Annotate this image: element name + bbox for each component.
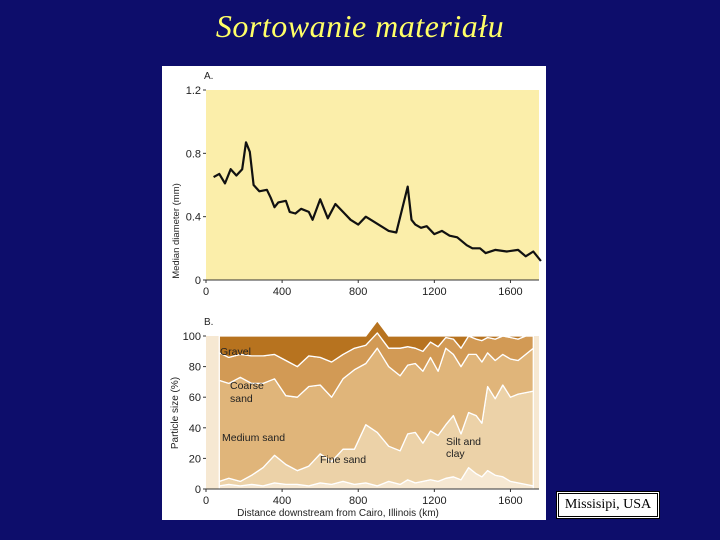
x-tick-label-a: 1200 <box>422 286 446 298</box>
x-tick-label-b: 1200 <box>422 495 446 507</box>
y-tick-label-a: 0 <box>195 275 201 287</box>
label-fine-sand: Fine sand <box>320 454 366 466</box>
chart-particle-size: B. 0 20 40 60 80 100 0 400 800 1200 1600 Distance… <box>170 317 539 519</box>
y-tick-label-b: 20 <box>189 453 201 465</box>
x-axis-label-b: Distance downstream from Cairo, Illinois… <box>237 508 439 519</box>
slide-title: Sortowanie materiału <box>215 8 505 44</box>
x-tick-label-a: 400 <box>273 286 291 298</box>
y-tick-label-a: 0.8 <box>186 148 201 160</box>
plot-area-a <box>206 90 539 280</box>
label-coarse-sand: sand <box>230 393 253 405</box>
y-tick-label-b: 60 <box>189 392 201 404</box>
figure-panel: A. 0 0.4 0.8 1.2 0 400 800 1200 1600 Median dia… <box>162 66 546 520</box>
x-tick-label-a: 800 <box>349 286 367 298</box>
y-axis-label-a: Median diameter (mm) <box>171 183 182 279</box>
y-tick-label-a: 1.2 <box>186 85 201 97</box>
label-medium-sand: Medium sand <box>222 432 285 444</box>
x-tick-label-b: 800 <box>349 495 367 507</box>
label-clay: clay <box>446 448 465 460</box>
x-tick-label-a: 0 <box>203 286 209 298</box>
y-tick-label-a: 0.4 <box>186 212 201 224</box>
y-axis-label-b: Particle size (%) <box>170 377 181 449</box>
y-tick-label-b: 80 <box>189 362 201 374</box>
y-tick-label-b: 0 <box>195 484 201 496</box>
x-tick-label-a: 1600 <box>498 286 522 298</box>
label-gravel: Gravel <box>220 346 251 358</box>
area-gravel <box>218 320 534 368</box>
y-tick-label-b: 100 <box>183 331 201 343</box>
panel-a-label: A. <box>204 71 213 82</box>
y-tick-label-b: 40 <box>189 423 201 435</box>
chart-median-diameter: A. 0 0.4 0.8 1.2 0 400 800 1200 1600 Median dia… <box>171 71 542 298</box>
x-tick-label-b: 400 <box>273 495 291 507</box>
x-tick-label-b: 0 <box>203 495 209 507</box>
label-coarse: Coarse <box>230 380 264 392</box>
panel-b-label: B. <box>204 317 213 328</box>
median-diameter-line <box>213 141 542 262</box>
x-tick-label-b: 1600 <box>498 495 522 507</box>
label-silt-and: Silt and <box>446 436 481 448</box>
caption-box: Missisipi, USA <box>556 491 660 519</box>
sediment-figure: A. 00.40.81.2 0 400 800 1200 1600 Median dia… <box>170 71 542 519</box>
